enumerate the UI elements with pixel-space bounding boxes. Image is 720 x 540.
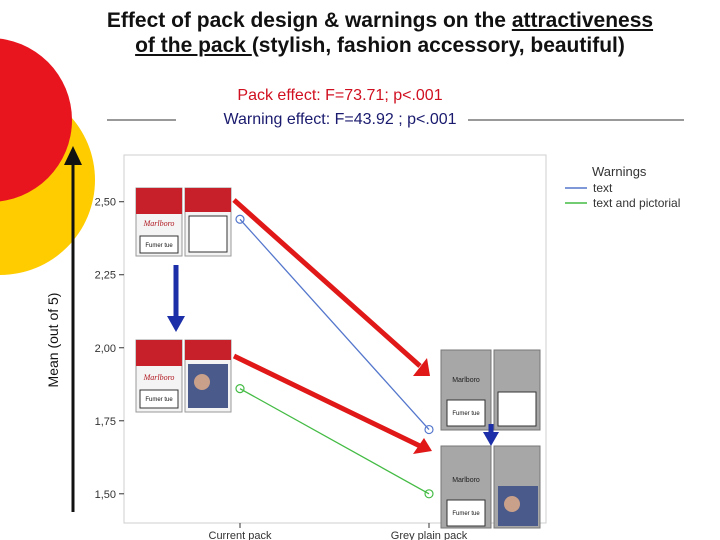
warning-box (139, 235, 179, 254)
plot-frame (123, 154, 547, 524)
red-arrow-top-head (413, 358, 430, 376)
current-pack-text-image: Marlboro Fumer tue (135, 187, 232, 257)
warning-effect-stat: Warning effect: F=43.92 ; p<.001 (223, 111, 457, 128)
warning-text: Fumer tue (145, 397, 173, 403)
x-ticks: Current pack Grey plain pack (209, 523, 468, 540)
title-text-4: (stylish, fashion accessory, beautiful) (251, 34, 625, 57)
legend-title: Warnings (592, 164, 647, 179)
plain-pack-brand: Marlboro (452, 377, 480, 384)
slide-title: Effect of pack design & warnings on the … (60, 8, 700, 58)
y-tick-label: 2,00 (95, 343, 116, 355)
legend-label: text (593, 181, 613, 195)
pictorial-face (194, 374, 210, 390)
axis-arrow-head (64, 146, 82, 165)
warning-back (188, 215, 228, 253)
series-line-text (239, 218, 430, 430)
annotation-arrows (167, 198, 499, 454)
y-tick-label: 1,50 (95, 489, 116, 501)
warning-box (139, 389, 179, 409)
title-text-3: of the pack (135, 34, 252, 57)
y-tick-label: 2,50 (95, 197, 116, 209)
pack-red-top (136, 340, 182, 366)
x-tick-label: Current pack (209, 530, 272, 540)
data-point (424, 424, 434, 435)
warning-box (446, 399, 486, 427)
pack-effect-stat: Pack effect: F=73.71; p<.001 (237, 87, 443, 104)
warning-back (497, 391, 537, 427)
title-text-2: attractiveness (511, 9, 654, 32)
y-tick-label: 2,25 (95, 270, 116, 282)
pack-back-red-top (185, 188, 231, 212)
plain-pack-pictorial-image: Marlboro Fumer tue (440, 445, 541, 529)
red-circle (0, 38, 72, 202)
data-point (235, 384, 245, 394)
warning-text: Fumer tue (452, 411, 480, 417)
x-tick-label: Grey plain pack (391, 530, 468, 540)
blue-arrow-right-head (483, 432, 499, 446)
pack-brand: Marlboro (143, 219, 175, 228)
y-ticks: 2,50 2,25 2,00 1,75 1,50 (95, 197, 124, 501)
plain-pack-text-image: Marlboro Fumer tue (440, 349, 541, 431)
red-arrow-top (232, 198, 422, 368)
series-line-text-and-pictorial (239, 388, 430, 495)
plain-pack-brand: Marlboro (452, 477, 480, 484)
y-axis-label: Mean (out of 5) (45, 292, 61, 388)
red-arrow-bottom (232, 353, 422, 449)
pack-red-top (136, 188, 182, 214)
series-lines (235, 214, 434, 499)
pack-brand: Marlboro (143, 373, 175, 382)
red-arrow-bottom-head (413, 438, 432, 454)
pictorial-face (504, 496, 520, 512)
pack-back-red-top (185, 340, 231, 360)
y-tick-label: 1,75 (95, 416, 116, 428)
data-point (235, 214, 245, 224)
current-pack-pictorial-image: Marlboro Fumer tue (135, 339, 232, 413)
blue-arrow-left-head (167, 316, 185, 332)
data-point (424, 489, 434, 499)
title-text-1: Effect of pack design & warnings on the (106, 9, 512, 32)
warning-text: Fumer tue (145, 243, 173, 249)
legend-label: text and pictorial (593, 196, 680, 210)
warning-text: Fumer tue (452, 511, 480, 517)
warning-box (446, 499, 486, 527)
